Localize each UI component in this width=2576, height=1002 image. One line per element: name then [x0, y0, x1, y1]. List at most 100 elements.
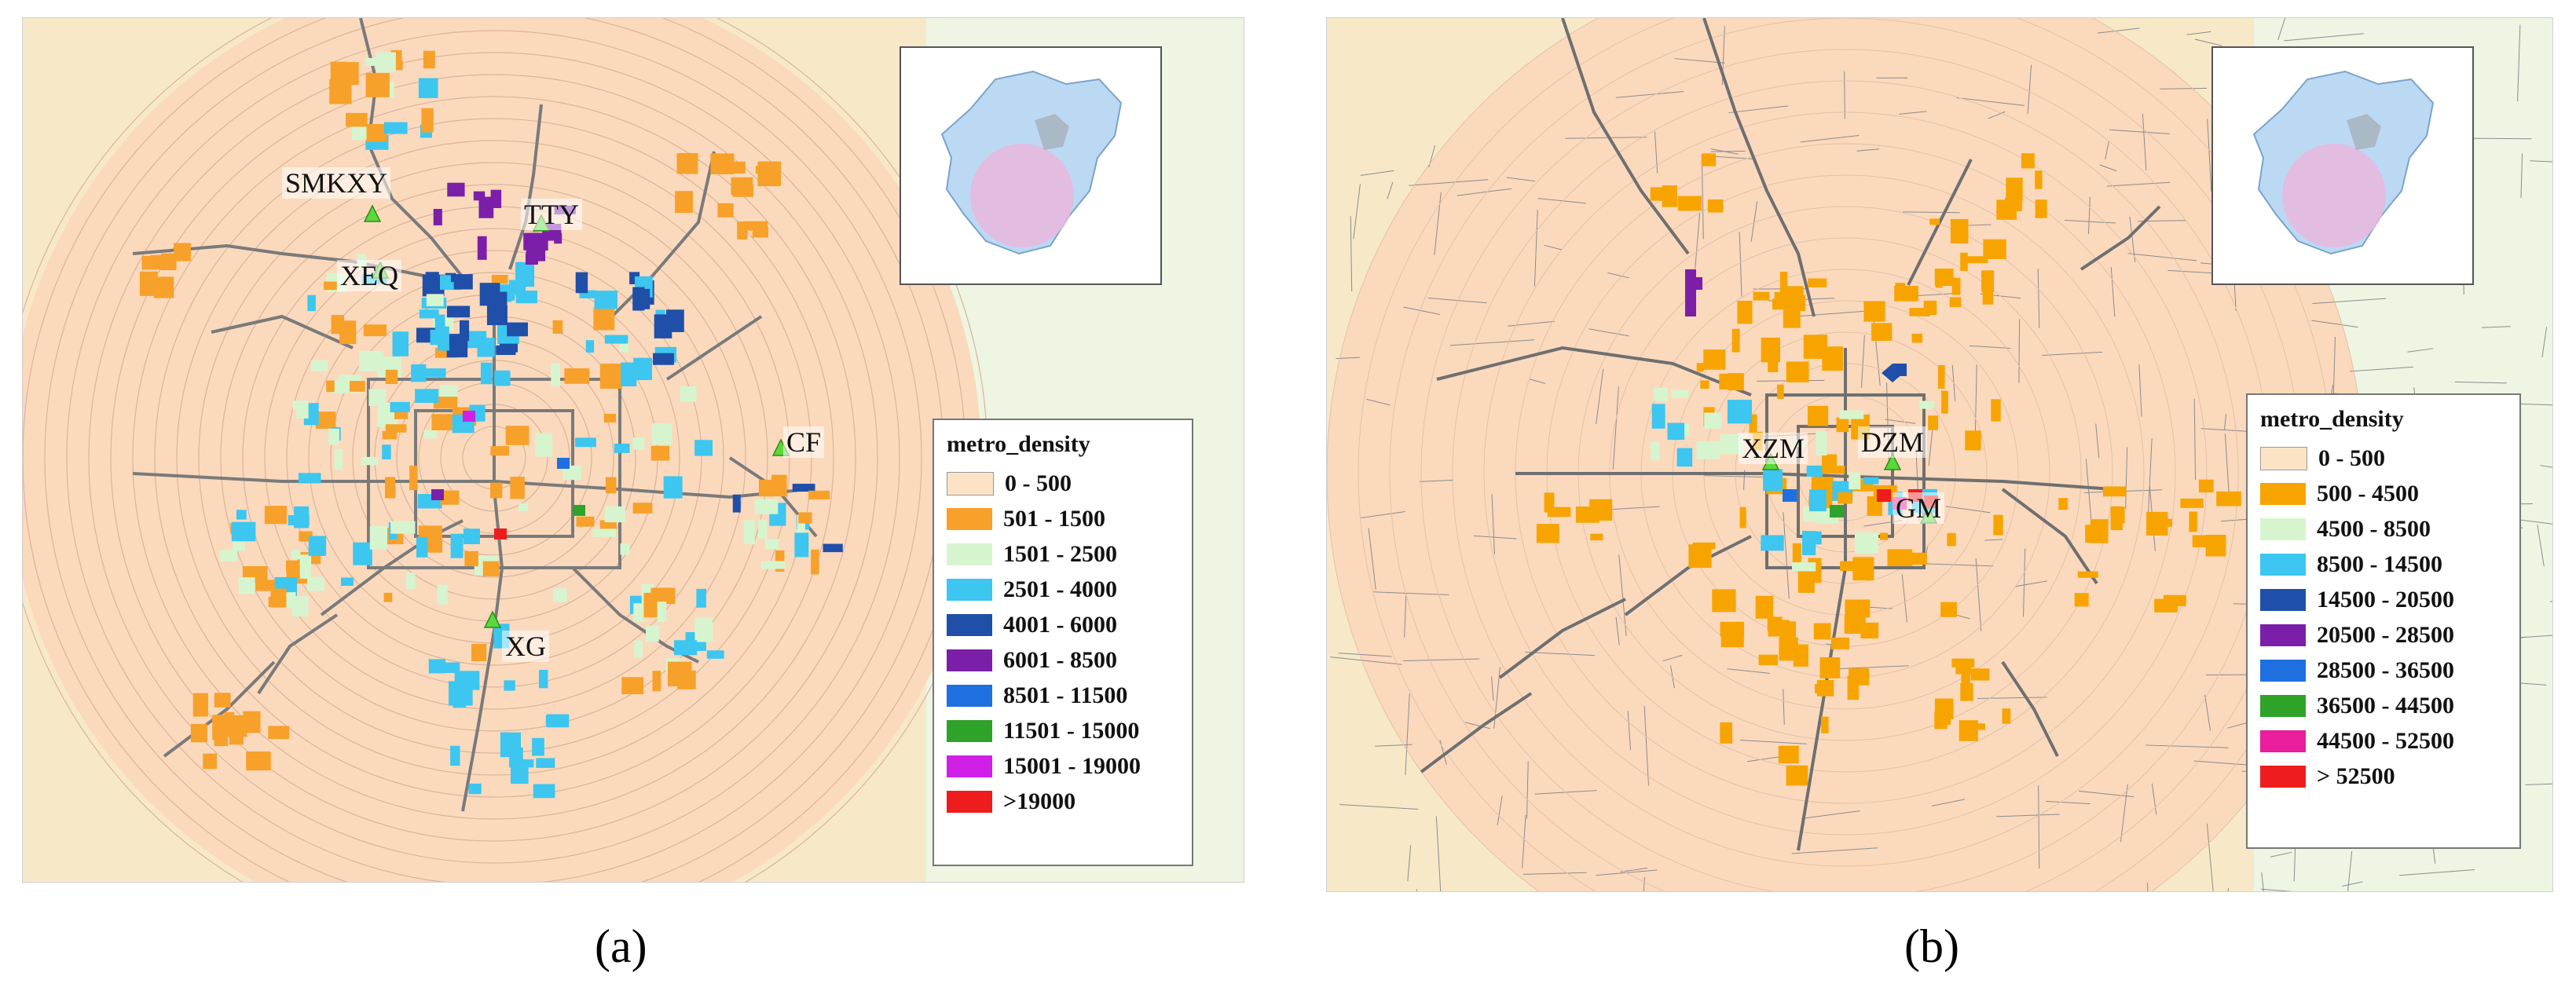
district-boundary — [2085, 459, 2092, 521]
density-block — [409, 465, 418, 491]
density-block — [1671, 389, 1689, 398]
density-block — [1777, 384, 1784, 399]
density-block — [675, 191, 693, 214]
district-boundary — [2261, 872, 2264, 891]
legend-swatch — [2260, 624, 2306, 646]
district-boundary — [2540, 465, 2552, 468]
caption-a: (a) — [595, 920, 647, 972]
density-block — [2198, 479, 2214, 493]
density-block — [341, 577, 354, 587]
density-block — [1918, 400, 1934, 409]
district-boundary — [2312, 298, 2387, 305]
density-block — [518, 503, 529, 511]
density-block — [1981, 270, 1995, 292]
density-block — [1877, 489, 1891, 502]
density-block — [308, 536, 327, 556]
legend-label: 28500 - 36500 — [2317, 656, 2454, 683]
density-block — [446, 305, 471, 318]
density-block — [1653, 387, 1668, 401]
legend-item: 14500 - 20500 — [2260, 582, 2507, 617]
density-block — [1779, 637, 1798, 661]
density-block — [270, 588, 287, 608]
density-block — [811, 549, 819, 575]
density-block — [651, 423, 672, 445]
density-block — [633, 603, 644, 623]
station-label-dzm: DZM — [1858, 426, 1927, 458]
density-block — [330, 61, 347, 83]
density-block — [384, 477, 396, 499]
district-boundary — [1739, 232, 1742, 297]
density-block — [1755, 595, 1774, 619]
density-block — [737, 221, 748, 240]
district-boundary — [1497, 795, 1503, 825]
density-block — [508, 280, 526, 295]
district-boundary — [2193, 398, 2197, 481]
density-block — [141, 255, 161, 270]
density-block — [1937, 365, 1945, 389]
density-block — [667, 661, 692, 687]
density-block — [504, 680, 515, 691]
legend-item: 36500 - 44500 — [2260, 688, 2507, 723]
district-boundary — [1728, 105, 1789, 114]
district-boundary — [1534, 209, 1538, 287]
legend-title: metro_density — [947, 431, 1090, 457]
legend-label: 0 - 500 — [2318, 444, 2385, 471]
district-boundary — [2223, 413, 2227, 430]
density-block — [1951, 658, 1975, 667]
density-block — [1839, 410, 1864, 419]
legend-swatch — [947, 543, 992, 565]
density-block — [646, 625, 659, 642]
density-block — [1700, 380, 1709, 389]
density-block — [310, 360, 328, 371]
density-block — [603, 414, 617, 423]
density-block — [490, 189, 502, 208]
district-boundary — [1419, 479, 1454, 482]
legend-swatch — [947, 471, 994, 496]
district-boundary — [1565, 137, 1647, 139]
district-boundary — [2224, 433, 2230, 500]
district-boundary — [2065, 219, 2116, 224]
district-boundary — [2142, 113, 2147, 171]
district-boundary — [1801, 810, 1860, 819]
station-marker-icon — [483, 610, 502, 628]
legend-swatch — [947, 684, 992, 707]
density-block — [423, 430, 438, 439]
density-block — [1685, 269, 1696, 316]
density-block — [743, 520, 755, 545]
district-boundary — [2109, 129, 2170, 135]
density-block — [1786, 765, 1808, 786]
metro-line — [367, 378, 621, 569]
district-boundary — [2127, 253, 2197, 261]
density-block — [494, 370, 511, 386]
district-boundary — [1350, 216, 1353, 291]
density-block — [1783, 286, 1804, 297]
density-block — [2006, 177, 2023, 202]
density-block — [650, 587, 676, 605]
density-block — [1940, 602, 1957, 617]
density-block — [224, 711, 235, 725]
district-boundary — [1695, 212, 1701, 269]
district-boundary — [1988, 111, 2006, 119]
density-block — [823, 543, 843, 553]
density-block — [1871, 323, 1893, 341]
district-boundary — [1491, 494, 1495, 554]
density-block — [657, 602, 667, 622]
density-block — [1965, 430, 1981, 451]
beijing-outline-icon — [940, 70, 1123, 255]
density-block — [411, 364, 427, 382]
legend-item: 4001 - 6000 — [947, 607, 1179, 642]
district-boundary — [2525, 783, 2552, 785]
density-block — [1991, 399, 2001, 422]
density-block — [2085, 525, 2102, 543]
density-block — [423, 50, 435, 69]
density-block — [1791, 562, 1816, 572]
beijing-outline-icon — [2252, 70, 2435, 255]
district-boundary — [1402, 658, 1480, 662]
district-boundary — [1506, 177, 1535, 182]
district-boundary — [1339, 803, 1419, 810]
legend-item: 44500 - 52500 — [2260, 723, 2507, 759]
density-block — [433, 397, 458, 409]
density-block — [383, 592, 393, 602]
density-block — [231, 521, 256, 542]
metro-line — [2079, 205, 2161, 271]
